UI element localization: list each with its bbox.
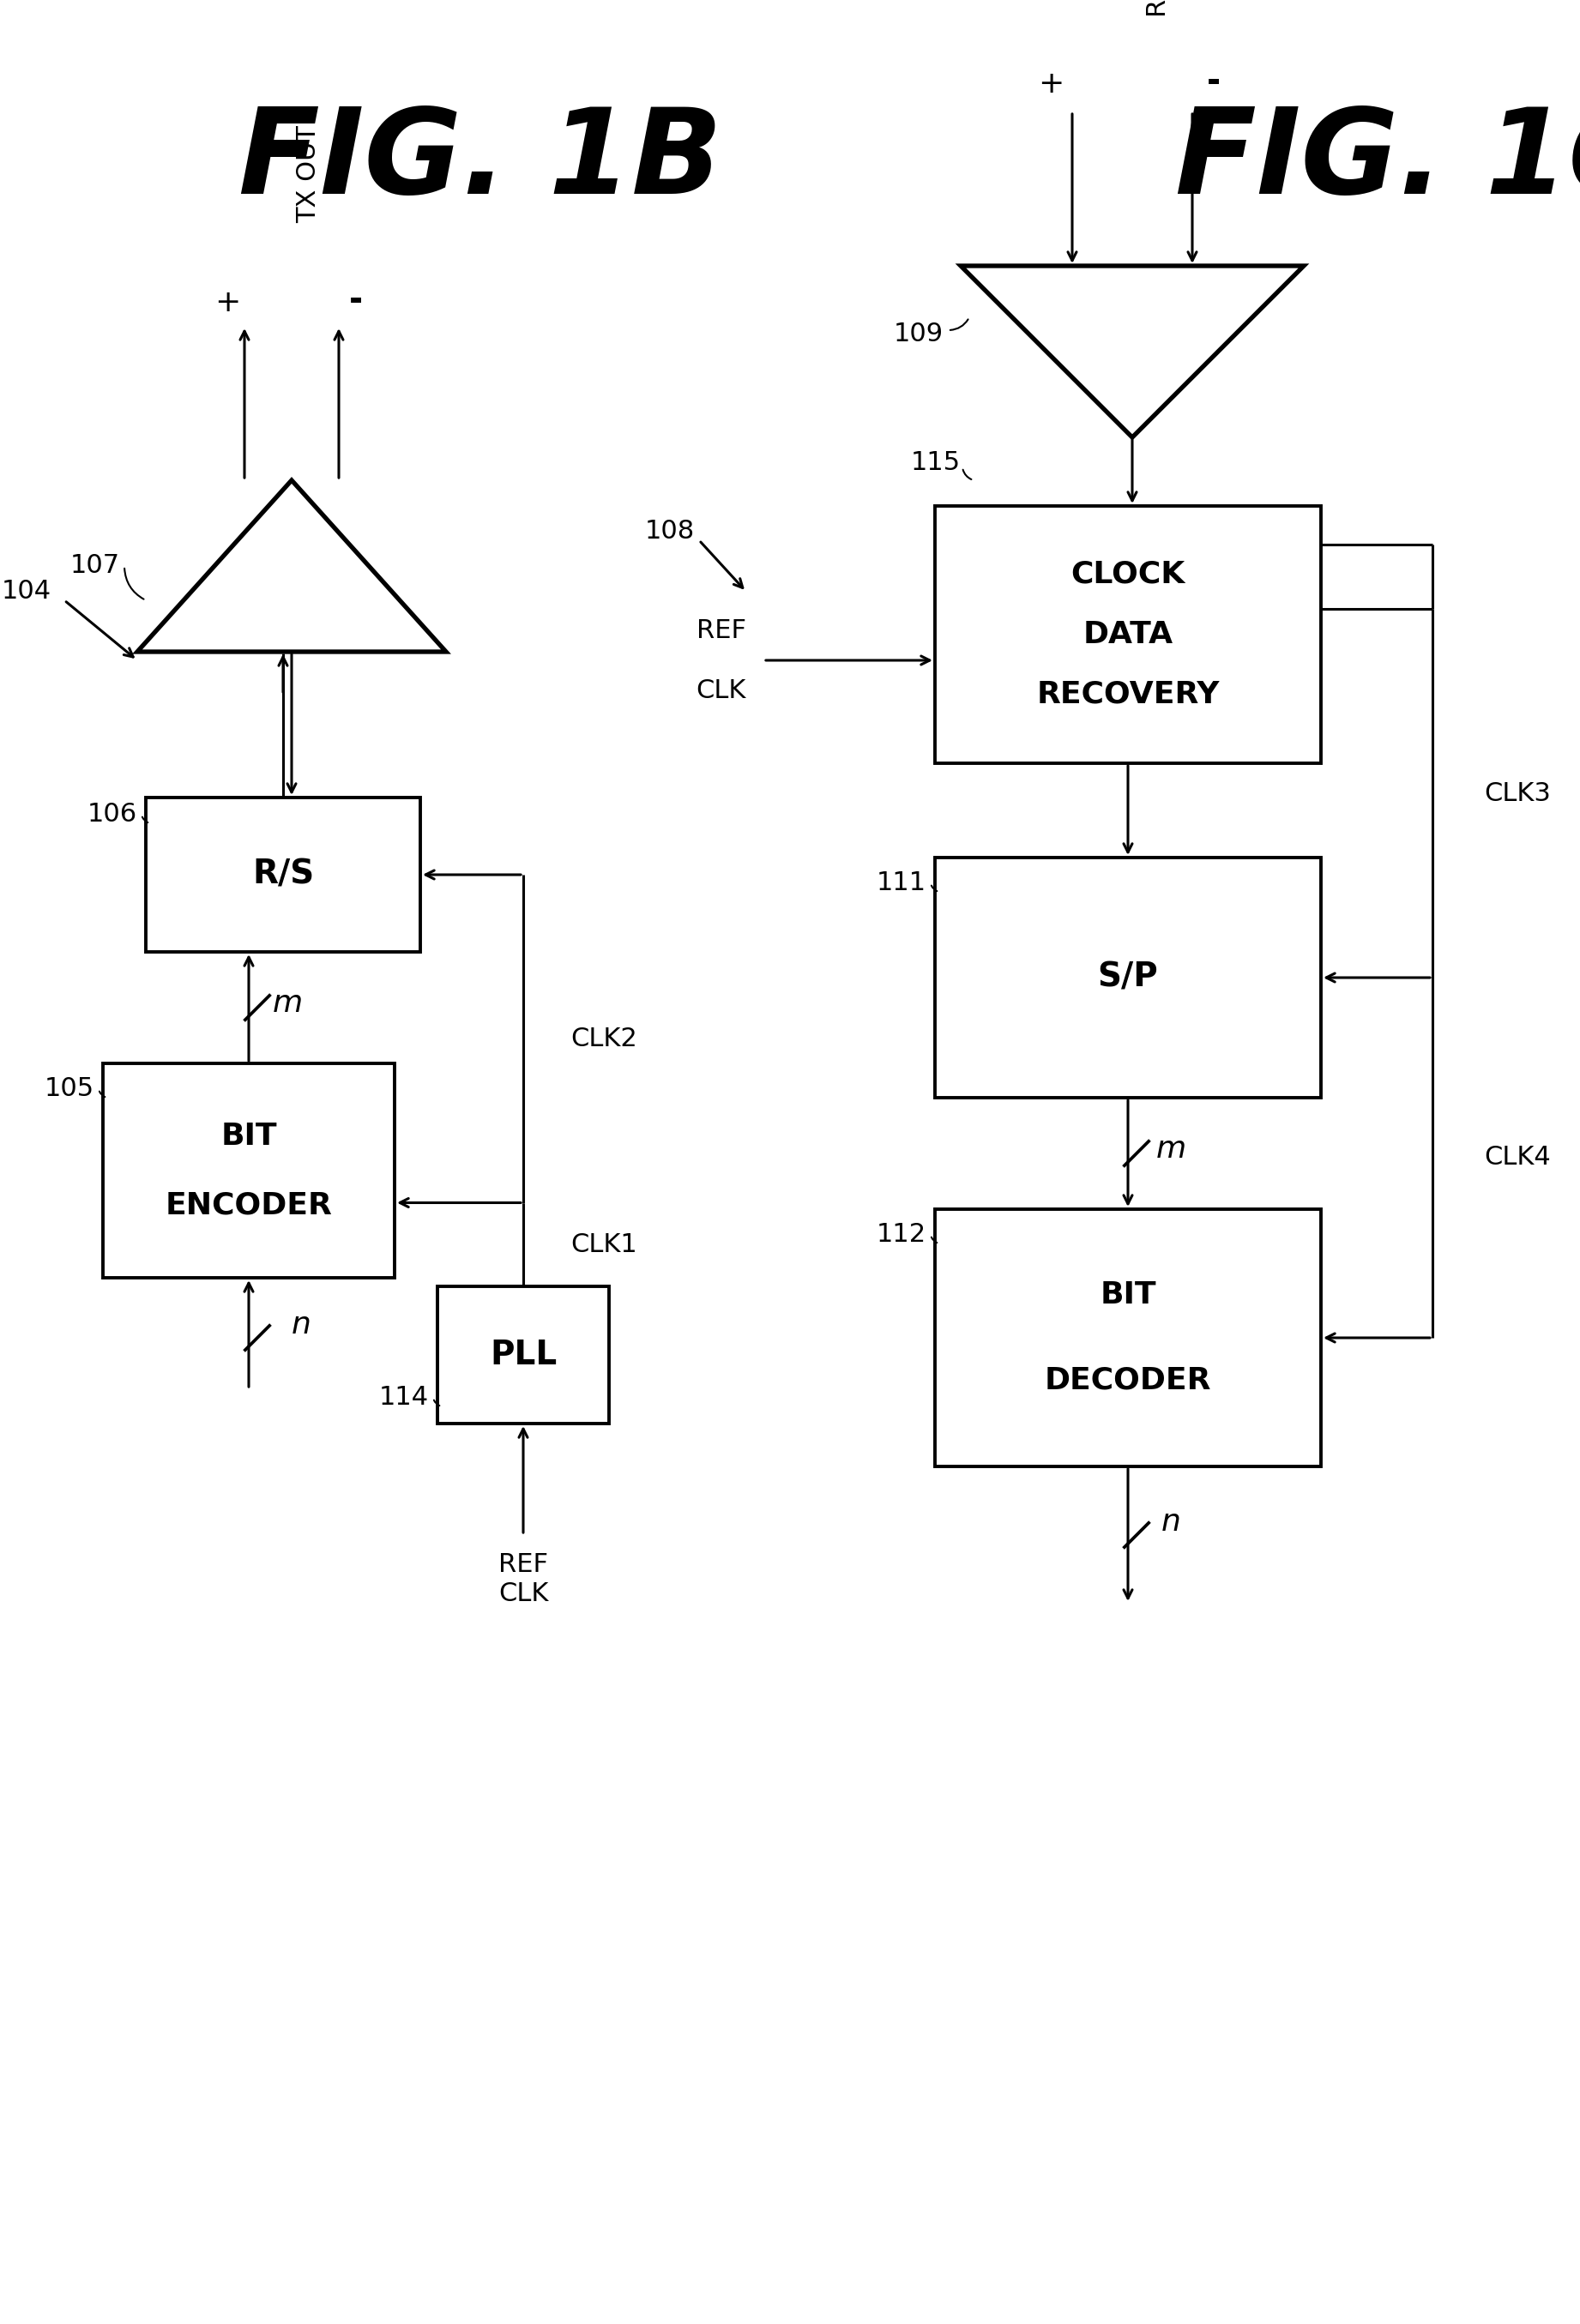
Text: S/P: S/P xyxy=(1098,962,1158,995)
Text: 107: 107 xyxy=(70,553,120,579)
Text: CLK3: CLK3 xyxy=(1484,781,1550,806)
Bar xyxy=(103,1064,395,1278)
Text: 112: 112 xyxy=(877,1222,926,1248)
Text: n: n xyxy=(292,1311,311,1339)
Text: PLL: PLL xyxy=(490,1339,556,1371)
Text: CLK2: CLK2 xyxy=(570,1027,637,1050)
Text: TX OUT: TX OUT xyxy=(297,125,321,223)
Text: CLK1: CLK1 xyxy=(570,1232,637,1257)
Bar xyxy=(935,1208,1321,1466)
Bar xyxy=(145,797,420,953)
Bar xyxy=(935,507,1321,762)
Text: 106: 106 xyxy=(87,802,137,827)
Text: 111: 111 xyxy=(877,872,926,895)
Text: +: + xyxy=(1038,70,1063,98)
Text: m: m xyxy=(272,988,302,1018)
Text: CLOCK: CLOCK xyxy=(1071,560,1185,590)
Text: FIG. 1C: FIG. 1C xyxy=(1176,102,1580,218)
Text: RX IN: RX IN xyxy=(1146,0,1171,16)
Text: ENCODER: ENCODER xyxy=(166,1190,332,1220)
Text: DECODER: DECODER xyxy=(1044,1367,1212,1394)
Text: 109: 109 xyxy=(894,323,943,346)
Text: REF: REF xyxy=(697,618,746,644)
Text: -: - xyxy=(1207,65,1221,98)
Text: +: + xyxy=(215,288,240,318)
Text: FIG. 1B: FIG. 1B xyxy=(239,102,722,218)
Text: REF
CLK: REF CLK xyxy=(498,1552,548,1606)
Text: BIT: BIT xyxy=(1100,1281,1157,1308)
Text: CLK4: CLK4 xyxy=(1484,1146,1550,1171)
Bar xyxy=(935,858,1321,1097)
Text: DATA: DATA xyxy=(1082,621,1172,648)
Text: 115: 115 xyxy=(910,451,961,476)
Text: 108: 108 xyxy=(645,518,695,544)
Text: -: - xyxy=(349,286,363,318)
Text: n: n xyxy=(1161,1508,1180,1536)
Text: R/S: R/S xyxy=(253,858,314,890)
Text: 105: 105 xyxy=(44,1076,95,1102)
Text: 114: 114 xyxy=(379,1385,428,1411)
Text: RECOVERY: RECOVERY xyxy=(1036,681,1220,709)
Bar xyxy=(438,1287,608,1425)
Text: BIT: BIT xyxy=(221,1122,277,1150)
Text: CLK: CLK xyxy=(697,679,746,702)
Text: m: m xyxy=(1155,1134,1187,1164)
Text: 104: 104 xyxy=(2,579,52,604)
